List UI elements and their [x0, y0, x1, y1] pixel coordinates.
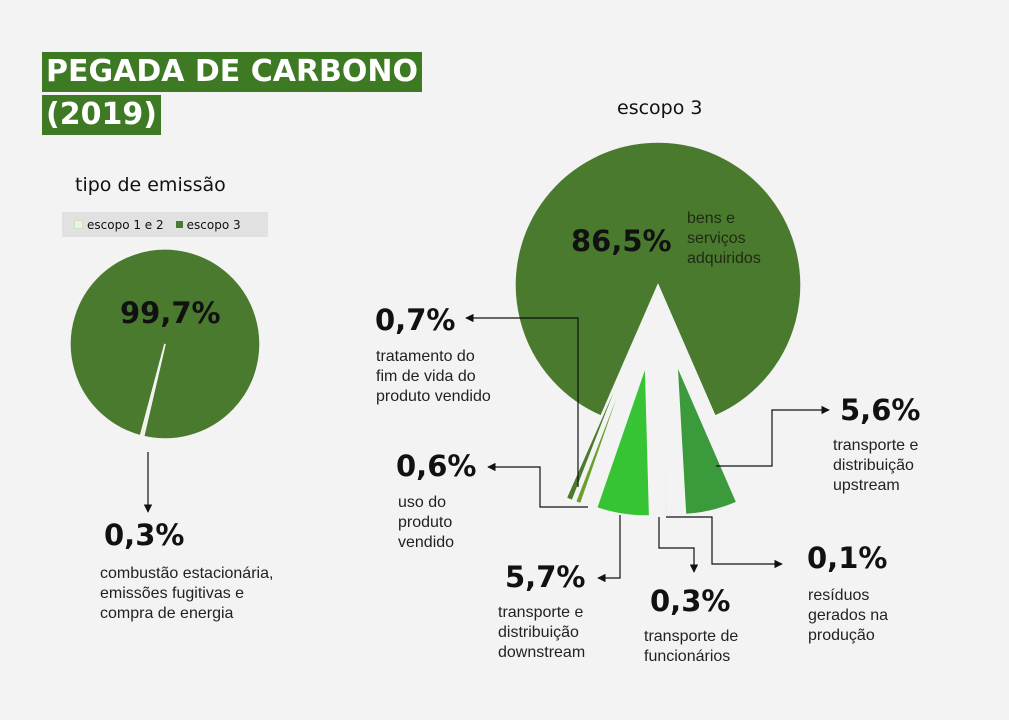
page-title-line1: PEGADA DE CARBONO [42, 52, 423, 92]
arrow-downstream [597, 515, 621, 583]
desc-line: fim de vida do [376, 368, 476, 385]
right-slice-uso [574, 361, 631, 505]
slice-desc-bens: bens e serviços adquiridos [687, 209, 761, 269]
desc-line: transporte e [833, 437, 919, 454]
desc-line: bens e [687, 210, 736, 227]
desc-line: resíduos [808, 587, 870, 604]
legend: escopo 1 e 2 escopo 3 [62, 212, 268, 237]
desc-line: produto [398, 514, 453, 531]
legend-item-escopo-3: escopo 3 [175, 217, 241, 232]
desc-line: distribuição [498, 624, 579, 641]
slice-desc-funcionarios: transporte de funcionários [644, 627, 738, 667]
page-title-line2: (2019) [42, 95, 161, 135]
desc-line: uso do [398, 494, 447, 511]
slice-desc-upstream: transporte e distribuição upstream [833, 436, 918, 496]
arrow-residuos [666, 516, 783, 569]
slice-pct-fim-de-vida: 0,7% [375, 303, 456, 337]
slice-pct-funcionarios: 0,3% [650, 584, 731, 618]
desc-line: funcionários [644, 648, 731, 665]
right-chart-title: escopo 3 [617, 97, 703, 119]
desc-line: combustão estacionária, [100, 565, 274, 582]
desc-line: transporte de [644, 628, 739, 645]
desc-line: produção [808, 627, 875, 644]
slice-desc-downstream: transporte e distribuição downstream [498, 603, 585, 663]
left-slice-escopo-1-2 [139, 343, 166, 438]
arrow-uso [487, 462, 588, 508]
desc-line: downstream [498, 644, 586, 661]
desc-line: distribuição [833, 457, 914, 474]
arrow-upstream [716, 405, 830, 467]
right-slice-upstream [676, 364, 738, 516]
slice-pct-uso: 0,6% [396, 449, 477, 483]
legend-label: escopo 3 [186, 217, 241, 232]
slice-pct-upstream: 5,6% [840, 393, 921, 427]
desc-line: gerados na [808, 607, 889, 624]
slice-desc-residuos: resíduos gerados na produção [808, 586, 888, 646]
left-chart-title: tipo de emissão [75, 174, 226, 196]
slice-desc-uso: uso do produto vendido [398, 493, 454, 553]
left-slice-escopo-3 [69, 248, 261, 440]
desc-line: adquiridos [687, 250, 761, 267]
desc-line: produto vendido [376, 388, 491, 405]
slice-pct-bens: 86,5% [571, 224, 672, 258]
right-slice-fim-de-vida [565, 360, 628, 502]
left-pie [69, 248, 261, 440]
slice-desc-fim-de-vida: tratamento do fim de vida do produto ven… [376, 347, 491, 407]
right-slice-bens [514, 141, 802, 418]
desc-line: transporte e [498, 604, 584, 621]
desc-line: serviços [687, 230, 746, 247]
slice-pct-residuos: 0,1% [807, 541, 888, 575]
legend-swatch [175, 221, 183, 228]
callout-arrows [143, 313, 830, 583]
desc-line: tratamento do [376, 348, 475, 365]
desc-line: vendido [398, 534, 455, 551]
left-main-pct: 99,7% [120, 296, 221, 330]
right-pie [514, 141, 802, 518]
legend-item-escopo-1-2: escopo 1 e 2 [74, 218, 164, 232]
arrow-fim-de-vida [465, 313, 579, 487]
legend-label: escopo 1 e 2 [87, 217, 164, 232]
left-small-desc: combustão estacionária, emissões fugitiv… [100, 564, 273, 624]
arrow-funcionarios [658, 517, 699, 573]
legend-swatch [74, 220, 83, 229]
slice-pct-downstream: 5,7% [505, 560, 586, 594]
right-slice-downstream [595, 365, 651, 517]
desc-line: emissões fugitivas e [100, 585, 245, 602]
left-small-pct: 0,3% [104, 518, 185, 552]
desc-line: upstream [833, 477, 900, 494]
desc-line: compra de energia [100, 605, 234, 622]
